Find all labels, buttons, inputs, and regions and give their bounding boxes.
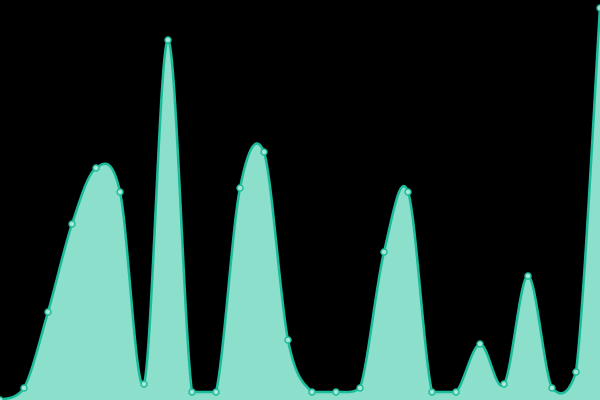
data-point-marker [188, 388, 196, 396]
data-point-marker [596, 4, 600, 12]
data-point-marker [212, 388, 220, 396]
data-point-marker [236, 184, 244, 192]
data-point-marker [404, 188, 412, 196]
series-layer [0, 4, 600, 400]
data-point-marker [452, 388, 460, 396]
data-point-marker [284, 336, 292, 344]
data-point-marker [356, 384, 364, 392]
data-point-marker [476, 340, 484, 348]
data-point-marker [308, 388, 316, 396]
data-point-marker [44, 308, 52, 316]
data-point-marker [428, 388, 436, 396]
data-point-marker [380, 248, 388, 256]
data-point-marker [260, 148, 268, 156]
data-point-marker [68, 220, 76, 228]
data-point-marker [20, 384, 28, 392]
data-point-marker [140, 380, 148, 388]
data-point-marker [500, 380, 508, 388]
data-point-marker [572, 368, 580, 376]
data-point-marker [524, 272, 532, 280]
data-point-marker [332, 388, 340, 396]
series-1-line [0, 6, 600, 400]
data-point-marker [0, 396, 4, 400]
data-point-marker [548, 384, 556, 392]
series-1-markers [0, 4, 600, 400]
data-point-marker [116, 188, 124, 196]
series-1-area [0, 8, 600, 400]
data-point-marker [164, 36, 172, 44]
data-point-marker [92, 164, 100, 172]
